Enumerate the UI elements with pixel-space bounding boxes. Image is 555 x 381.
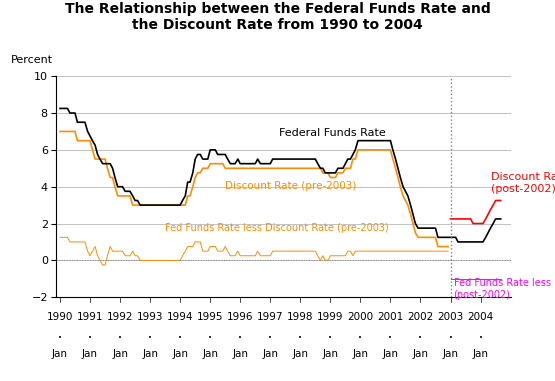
Text: Jan: Jan <box>382 349 398 359</box>
Text: Jan: Jan <box>442 349 458 359</box>
Text: Jan: Jan <box>472 349 488 359</box>
Text: 1996: 1996 <box>227 312 254 322</box>
Text: Jan: Jan <box>232 349 248 359</box>
Text: •: • <box>58 335 62 341</box>
Text: Jan: Jan <box>142 349 158 359</box>
Text: •: • <box>178 335 182 341</box>
Text: 1991: 1991 <box>77 312 103 322</box>
Text: •: • <box>299 335 302 341</box>
Text: Jan: Jan <box>82 349 98 359</box>
Text: •: • <box>329 335 332 341</box>
Text: Jan: Jan <box>202 349 218 359</box>
Text: •: • <box>359 335 362 341</box>
Text: 1999: 1999 <box>317 312 344 322</box>
Text: Percent: Percent <box>11 55 53 65</box>
Text: 2002: 2002 <box>407 312 433 322</box>
Text: Jan: Jan <box>52 349 68 359</box>
Text: Jan: Jan <box>322 349 339 359</box>
Text: •: • <box>148 335 152 341</box>
Text: Jan: Jan <box>263 349 278 359</box>
Text: •: • <box>208 335 212 341</box>
Text: •: • <box>238 335 242 341</box>
Text: 1997: 1997 <box>257 312 284 322</box>
Text: Jan: Jan <box>292 349 309 359</box>
Text: 1998: 1998 <box>287 312 314 322</box>
Text: •: • <box>478 335 482 341</box>
Text: Jan: Jan <box>172 349 188 359</box>
Text: 1994: 1994 <box>167 312 193 322</box>
Text: Federal Funds Rate: Federal Funds Rate <box>279 128 386 138</box>
Text: •: • <box>118 335 122 341</box>
Text: 2004: 2004 <box>467 312 494 322</box>
Text: 1993: 1993 <box>137 312 163 322</box>
Text: •: • <box>448 335 452 341</box>
Text: •: • <box>268 335 273 341</box>
Text: Jan: Jan <box>112 349 128 359</box>
Text: Jan: Jan <box>412 349 428 359</box>
Text: Fed Funds Rate less Discount Rate (pre-2003): Fed Funds Rate less Discount Rate (pre-2… <box>165 223 389 233</box>
Text: 1990: 1990 <box>47 312 73 322</box>
Text: 1992: 1992 <box>107 312 133 322</box>
Text: •: • <box>418 335 422 341</box>
Text: Discount Rate (pre-2003): Discount Rate (pre-2003) <box>225 181 357 191</box>
Text: 1995: 1995 <box>197 312 224 322</box>
Text: 2000: 2000 <box>347 312 374 322</box>
Text: 2003: 2003 <box>437 312 463 322</box>
Text: The Relationship between the Federal Funds Rate and
the Discount Rate from 1990 : The Relationship between the Federal Fun… <box>64 2 491 32</box>
Text: Fed Funds Rate less Discount Rate
(post-2002): Fed Funds Rate less Discount Rate (post-… <box>453 278 555 300</box>
Text: Discount Rate
(post-2002): Discount Rate (post-2002) <box>491 172 555 194</box>
Text: •: • <box>88 335 92 341</box>
Text: Jan: Jan <box>352 349 369 359</box>
Text: 2001: 2001 <box>377 312 403 322</box>
Text: •: • <box>388 335 392 341</box>
